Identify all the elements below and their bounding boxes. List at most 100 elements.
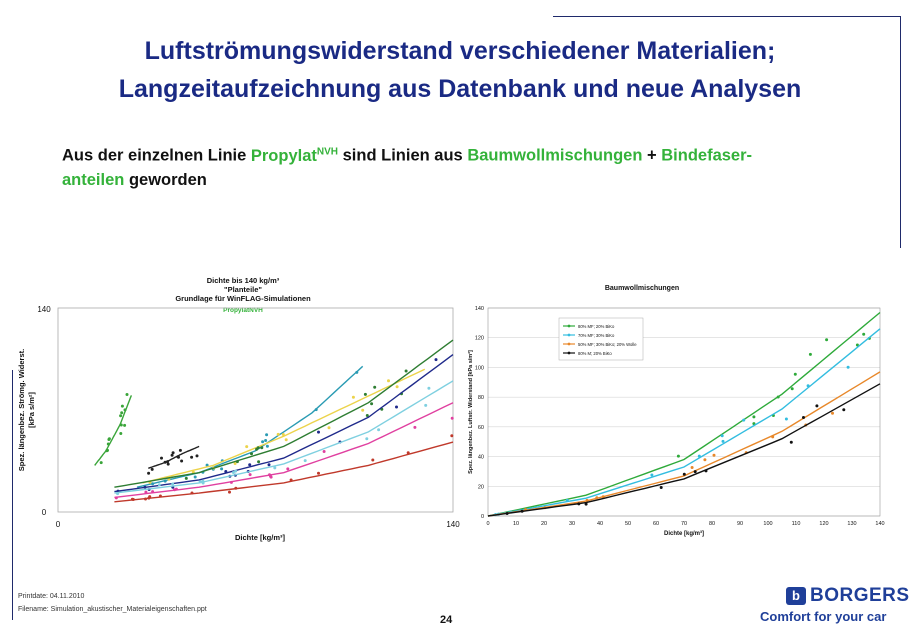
chart1-marks xyxy=(94,339,454,503)
chart1-point-6-13 xyxy=(171,482,175,486)
chart1-point-4-2 xyxy=(365,414,369,417)
chart1-x-tick-left: 0 xyxy=(56,520,61,529)
chart1-series-line-1 xyxy=(148,445,200,469)
chart2-point-3-10 xyxy=(693,470,697,474)
chart1-series-line-6 xyxy=(114,380,454,494)
title-line-1: Luftströmungswiderstand verschiedener Ma… xyxy=(144,37,776,65)
chart1-point-6-4 xyxy=(365,437,369,441)
chart2-point-2-5 xyxy=(690,466,694,469)
chart2-point-3-8 xyxy=(520,509,524,513)
chart1-point-6-8 xyxy=(427,386,431,390)
chart2-point-3-2 xyxy=(577,502,581,506)
chart1-point-8-13 xyxy=(317,471,320,475)
chart2-point-2-9 xyxy=(831,411,834,415)
frame-line-right xyxy=(900,16,901,248)
chart1-point-8-2 xyxy=(144,497,147,501)
chart2-point-0-8 xyxy=(676,454,680,458)
chart1-point-7-13 xyxy=(413,425,417,429)
chart2-x-tick-12: 120 xyxy=(819,521,828,527)
chart2-y-tick-3: 60 xyxy=(478,425,484,431)
chart1-point-6-0 xyxy=(377,428,381,432)
chart2-marks xyxy=(487,311,881,517)
chart2-x-tick-3: 30 xyxy=(569,521,575,527)
subtitle-highlight-baumwolle: Baumwollmischungen xyxy=(467,146,643,165)
chart2-point-1-0 xyxy=(650,473,654,477)
filename: Filename: Simulation_akustischer_Materia… xyxy=(18,606,207,613)
chart1-point-1-11 xyxy=(178,448,182,452)
chart1-point-5-12 xyxy=(248,463,252,467)
borgers-logo-icon: b xyxy=(786,587,806,605)
chart1-point-3-7 xyxy=(387,379,390,383)
chart1-point-1-1 xyxy=(190,455,194,459)
chart2-x-tick-2: 20 xyxy=(541,521,547,527)
chart1-point-8-1 xyxy=(289,478,293,482)
chart2-x-tick-10: 100 xyxy=(763,521,772,527)
chart1-point-1-4 xyxy=(170,453,174,457)
chart1-series-line-3 xyxy=(142,368,426,484)
chart2-point-0-4 xyxy=(855,343,859,347)
chart1-point-3-4 xyxy=(361,408,365,412)
chart2-x-tick-9: 90 xyxy=(737,521,743,527)
chart2-point-3-9 xyxy=(815,404,819,408)
chart2-x-tick-7: 70 xyxy=(681,521,687,527)
chart1-point-7-6 xyxy=(151,490,155,494)
page-number: 24 xyxy=(440,614,453,626)
chart1-point-1-3 xyxy=(166,460,170,464)
chart1-point-6-1 xyxy=(273,466,277,470)
chart2-point-0-10 xyxy=(790,387,794,391)
chart1-point-7-3 xyxy=(229,480,233,484)
chart1-point-4-13 xyxy=(363,392,367,396)
chart2-y-tick-4: 80 xyxy=(478,395,484,401)
chart1-point-5-11 xyxy=(224,470,228,473)
chart1-point-3-11 xyxy=(276,432,280,436)
chart1-x-tick-right: 140 xyxy=(446,520,460,529)
chart1-point-0-8 xyxy=(119,423,123,427)
chart2-legend-label-0: 80% MF; 20% BiKo xyxy=(578,324,615,329)
chart2-tick-labels: 0 20 40 60 80 100 120 140 0 10 20 30 40 50 60 70 80 90 100… xyxy=(475,306,885,527)
chart1-point-6-3 xyxy=(231,471,235,474)
chart1-point-6-2 xyxy=(424,403,428,407)
chart1-point-6-12 xyxy=(116,492,120,496)
chart1-point-6-11 xyxy=(198,480,202,484)
chart2-point-3-7 xyxy=(704,469,708,473)
chart1-point-7-10 xyxy=(286,467,290,471)
chart1-point-5-1 xyxy=(434,358,438,362)
title-line-2: Langzeitaufzeichnung aus Datenbank und n… xyxy=(118,75,802,103)
chart1-point-1-5 xyxy=(180,459,184,463)
chart1-point-4-5 xyxy=(255,447,259,451)
subtitle-highlight-anteilen: anteilen xyxy=(62,170,125,189)
chart1-point-0-9 xyxy=(106,442,110,446)
chart2-ylabel: Spez. längenbez. Luftstr. Widerstand [kP… xyxy=(467,350,474,474)
chart1-point-2-0 xyxy=(151,482,155,486)
chart1-point-7-11 xyxy=(173,488,176,492)
chart1-point-0-10 xyxy=(120,404,124,408)
chart2-point-3-3 xyxy=(802,416,805,419)
chart2-legend-marker-3 xyxy=(567,351,571,355)
chart1-point-2-10 xyxy=(193,475,197,479)
chart2-point-1-4 xyxy=(720,434,724,438)
chart1-point-4-8 xyxy=(404,369,408,373)
chart2-legend-entries: 80% MF; 20% BiKo 70% MF; 30% BiKo 50% MF; … xyxy=(563,324,637,356)
chart-planteile: Dichte bis 140 kg/m³ "Planteile" Grundla… xyxy=(17,276,460,542)
chart2-legend-label-2: 50% MF; 30% BiKo; 20% Wolle xyxy=(578,342,637,347)
chart2-x-tick-14: 140 xyxy=(875,521,884,527)
chart1-point-0-0 xyxy=(119,432,123,435)
chart2-point-0-6 xyxy=(793,372,797,376)
chart2-point-0-9 xyxy=(862,332,866,336)
chart1-series-line-4 xyxy=(114,339,454,488)
chart2-point-1-11 xyxy=(742,418,746,422)
chart1-point-8-7 xyxy=(234,486,238,490)
frame-line-top xyxy=(553,16,901,17)
chart1-point-2-5 xyxy=(265,444,269,448)
chart1-point-2-13 xyxy=(205,463,209,467)
chart1-y-tick-top: 140 xyxy=(37,305,51,314)
chart1-point-7-12 xyxy=(322,450,326,453)
chart2-x-tick-5: 50 xyxy=(625,521,631,527)
chart1-ylabel-line-1: Spez. längenbez. Strömg. Widerst. xyxy=(17,349,26,471)
chart1-point-3-3 xyxy=(245,445,249,449)
chart2-point-0-1 xyxy=(752,422,756,426)
chart2-point-0-7 xyxy=(825,338,829,342)
chart1-point-2-4 xyxy=(163,479,167,483)
chart1-point-0-6 xyxy=(123,408,127,412)
chart1-series-line-7 xyxy=(114,402,454,499)
